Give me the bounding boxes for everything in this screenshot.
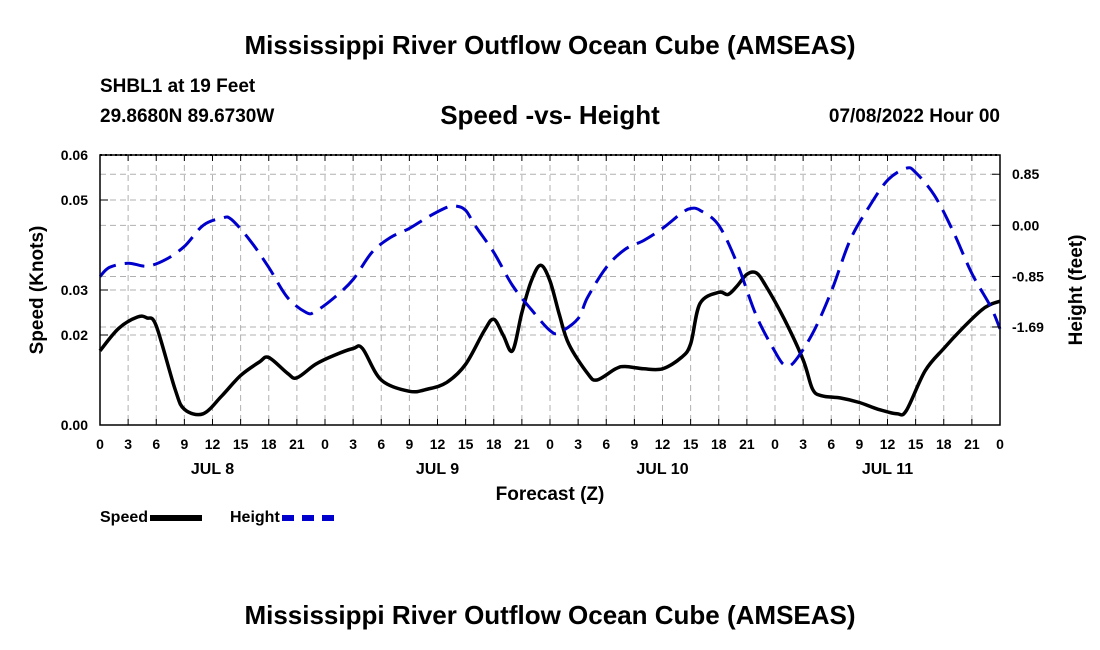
run-date-label: 07/08/2022 Hour 00 bbox=[828, 106, 1000, 127]
x-tick-label: 15 bbox=[233, 436, 249, 452]
x-tick-label: 6 bbox=[827, 436, 835, 452]
legend-speed-swatch bbox=[150, 514, 203, 521]
series-line-height bbox=[98, 166, 1002, 368]
x-tick-label: 12 bbox=[430, 436, 446, 452]
x-tick-label: 15 bbox=[908, 436, 924, 452]
x-tick-label: 18 bbox=[486, 436, 502, 452]
y2-axis-label: Height (feet) bbox=[1066, 235, 1087, 346]
x-tick-label: 6 bbox=[377, 436, 385, 452]
x-tick-label: 0 bbox=[996, 436, 1004, 452]
footer-title: Mississippi River Outflow Ocean Cube (AM… bbox=[244, 600, 856, 630]
y-tick-label: 0.03 bbox=[61, 282, 88, 298]
y2-tick-label: 0.00 bbox=[1012, 217, 1039, 233]
y-axis-label: Speed (Knots) bbox=[27, 226, 48, 355]
x-day-label: JUL 8 bbox=[191, 461, 234, 478]
legend-item-speed: Speed bbox=[100, 509, 203, 527]
legend-speed-label: Speed bbox=[100, 509, 149, 526]
x-tick-label: 3 bbox=[574, 436, 582, 452]
x-tick-label: 3 bbox=[349, 436, 357, 452]
axes: 0 3 6 9 12 15 18 21 0 3 6 9 12 15 18 21 0 3 6 9 12 15 18 21 0 3 6 9… bbox=[61, 147, 1044, 478]
x-axis-label: Forecast (Z) bbox=[496, 484, 605, 505]
x-tick-label: 9 bbox=[630, 436, 638, 452]
x-tick-label: 0 bbox=[321, 436, 329, 452]
x-tick-label: 9 bbox=[180, 436, 188, 452]
x-tick-label: 15 bbox=[683, 436, 699, 452]
x-tick-label: 3 bbox=[799, 436, 807, 452]
y-tick-label: 0.06 bbox=[61, 147, 88, 163]
x-tick-label: 18 bbox=[936, 436, 952, 452]
x-tick-label: 21 bbox=[514, 436, 530, 452]
x-day-label: JUL 9 bbox=[416, 461, 459, 478]
legend-height-swatch bbox=[281, 514, 334, 521]
series-line-speed bbox=[98, 263, 1001, 417]
y-tick-label: 0.02 bbox=[61, 327, 88, 343]
main-title: Mississippi River Outflow Ocean Cube (AM… bbox=[244, 30, 856, 60]
x-tick-label: 18 bbox=[261, 436, 277, 452]
x-tick-label: 3 bbox=[124, 436, 132, 452]
x-tick-label: 0 bbox=[96, 436, 104, 452]
x-tick-label: 0 bbox=[771, 436, 779, 452]
chart-title: Speed -vs- Height bbox=[440, 100, 660, 130]
legend-height-label: Height bbox=[230, 509, 280, 526]
coordinates-label: 29.8680N 89.6730W bbox=[100, 106, 275, 127]
x-tick-label: 21 bbox=[289, 436, 305, 452]
x-tick-label: 12 bbox=[655, 436, 671, 452]
x-tick-label: 12 bbox=[880, 436, 896, 452]
x-tick-label: 6 bbox=[602, 436, 610, 452]
x-tick-label: 12 bbox=[205, 436, 221, 452]
x-tick-label: 9 bbox=[405, 436, 413, 452]
x-tick-label: 6 bbox=[152, 436, 160, 452]
grid-lines bbox=[100, 155, 1000, 425]
x-day-label: JUL 10 bbox=[636, 461, 688, 478]
x-tick-label: 15 bbox=[458, 436, 474, 452]
y-tick-label: 0.00 bbox=[61, 417, 88, 433]
y2-tick-label: -0.85 bbox=[1012, 268, 1044, 284]
x-tick-label: 0 bbox=[546, 436, 554, 452]
x-tick-label: 21 bbox=[739, 436, 755, 452]
y2-tick-label: 0.85 bbox=[1012, 166, 1039, 182]
y2-tick-label: -1.69 bbox=[1012, 319, 1044, 335]
y-tick-label: 0.05 bbox=[61, 192, 88, 208]
x-tick-label: 9 bbox=[855, 436, 863, 452]
x-day-label: JUL 11 bbox=[862, 461, 913, 478]
station-label: SHBL1 at 19 Feet bbox=[100, 76, 256, 97]
series-layer bbox=[98, 166, 1002, 417]
x-tick-label: 21 bbox=[964, 436, 980, 452]
legend-item-height: Height bbox=[230, 509, 334, 527]
x-tick-label: 18 bbox=[711, 436, 727, 452]
